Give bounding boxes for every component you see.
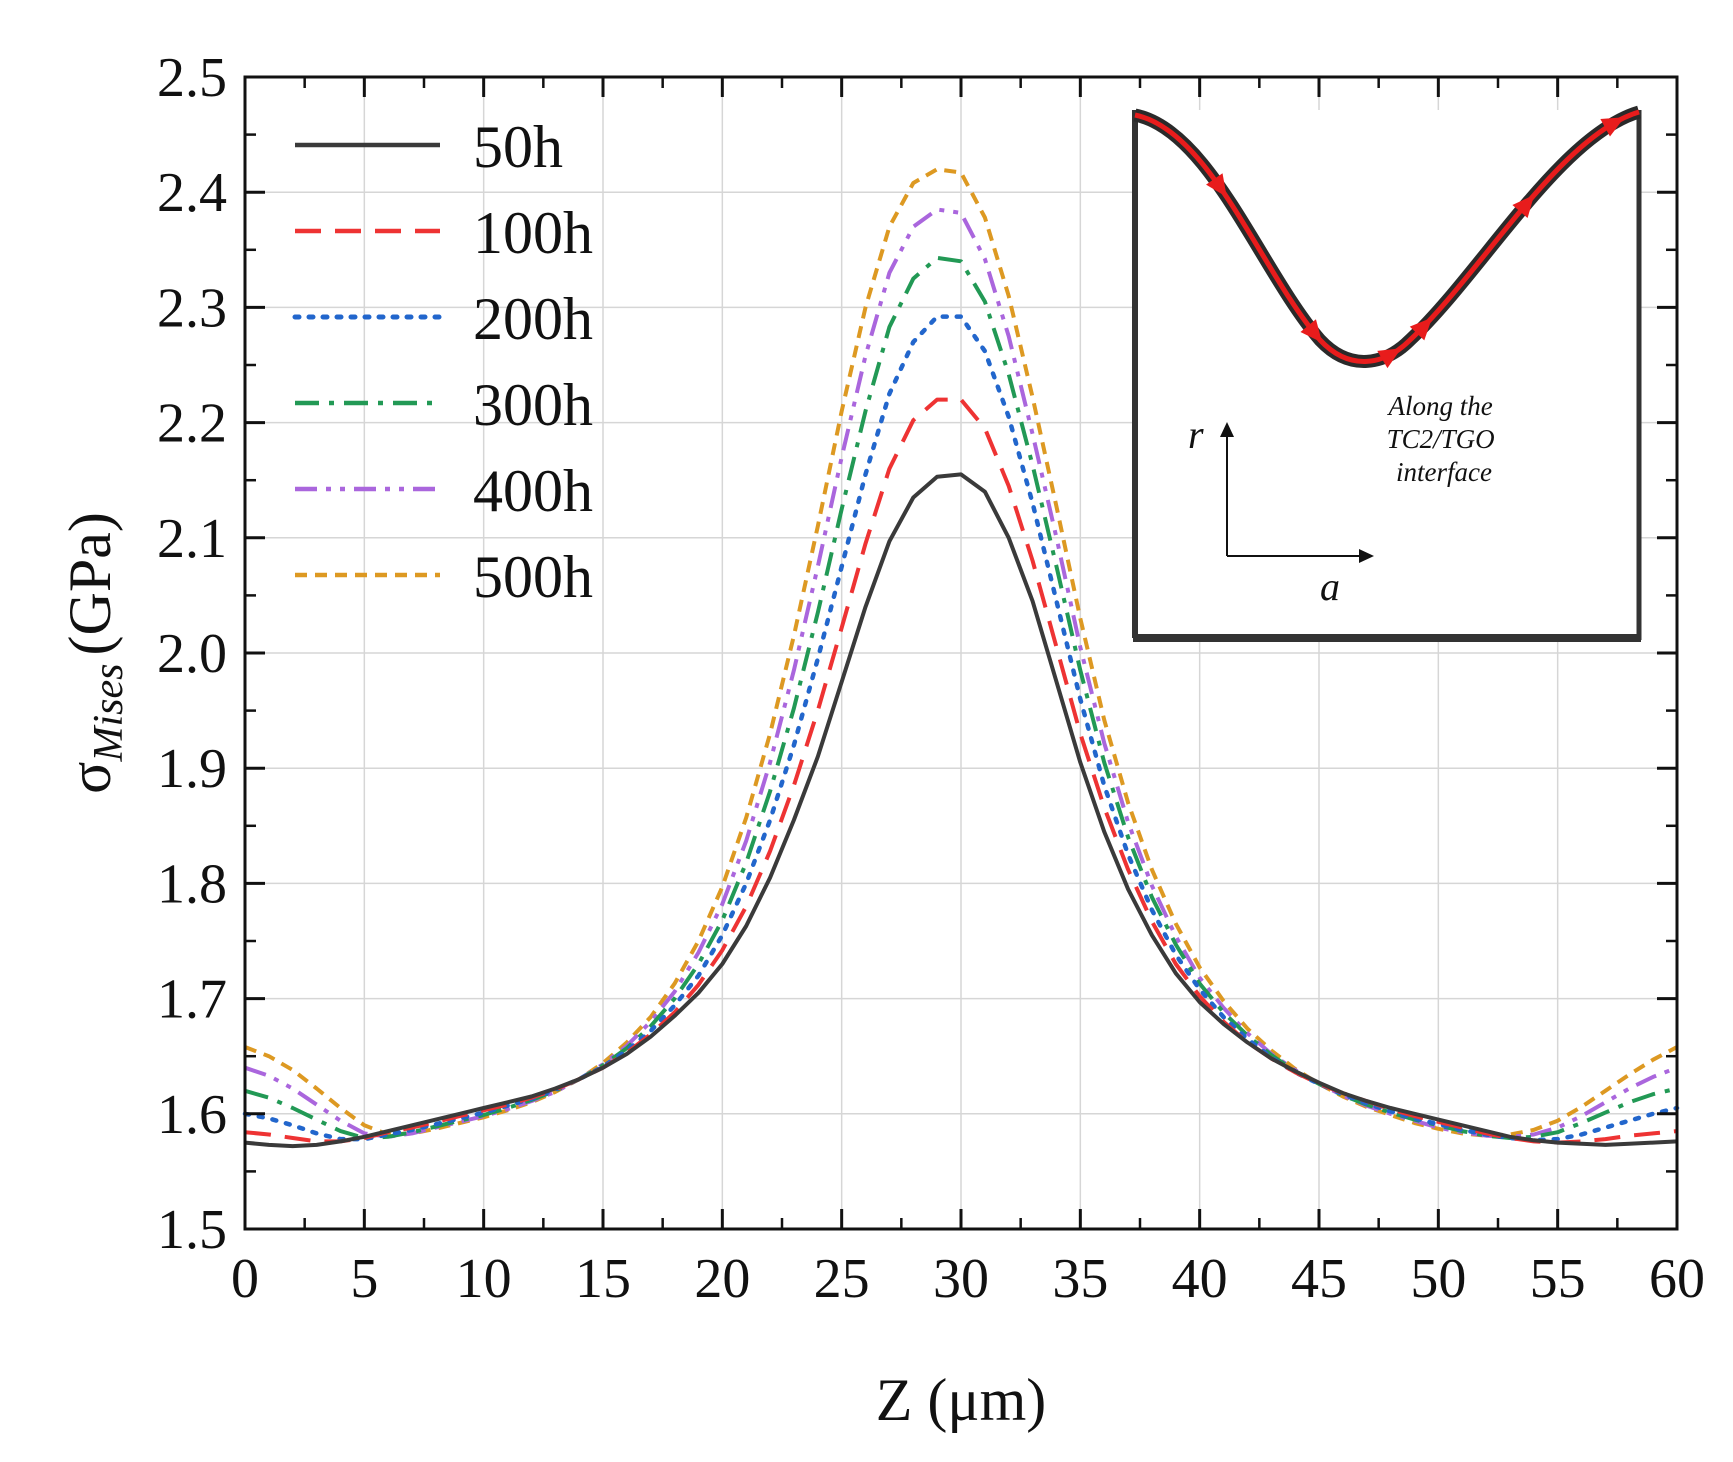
inset-caption-line-3: interface (1396, 457, 1492, 487)
legend-label-100h: 100h (473, 200, 593, 266)
x-tick-label: 15 (575, 1248, 631, 1310)
inset-arrowhead (1600, 117, 1625, 137)
inset-caption: Along the TC2/TGO interface (1387, 391, 1502, 487)
x-tick-label: 5 (350, 1248, 378, 1310)
y-tick-label: 1.7 (157, 969, 227, 1031)
inset-arrowhead (1409, 317, 1433, 341)
x-tick-label: 25 (814, 1248, 870, 1310)
y-tick-label: 2.2 (157, 393, 227, 455)
legend-label-200h: 200h (473, 286, 593, 352)
x-tick-label: 40 (1172, 1248, 1228, 1310)
inset-diagram: Along the TC2/TGO interface r a (1132, 105, 1642, 642)
inset-arrowhead (1206, 173, 1227, 198)
axis-ticks (243, 75, 1679, 1231)
legend-label-300h: 300h (473, 372, 593, 438)
x-axis-label: Z (μm) (876, 1367, 1046, 1433)
inset-arrowhead (1512, 194, 1535, 219)
y-tick-label: 2.1 (157, 508, 227, 570)
inset-caption-line-2: TC2/TGO (1387, 424, 1495, 454)
legend-label-500h: 500h (473, 544, 593, 610)
series-line-50h (244, 472, 1678, 1149)
x-tick-label: 45 (1291, 1248, 1347, 1310)
y-tick-label: 2.3 (157, 277, 227, 339)
x-tick-label: 55 (1530, 1248, 1586, 1310)
x-tick-label: 20 (694, 1248, 750, 1310)
y-tick-labels: 1.5 1.6 1.7 1.8 1.9 2.0 2.1 2.2 2.3 2.4 2.5 (157, 47, 227, 1261)
series-line-200h (242, 314, 1680, 1143)
legend: 50h 100h 200h 300h 400h 500h (292, 114, 593, 610)
y-axis-label-unit: (GPa) (57, 512, 123, 655)
inset-a-label: a (1320, 564, 1340, 609)
y-tick-label: 2.4 (157, 162, 227, 224)
x-tick-label: 50 (1410, 1248, 1466, 1310)
y-tick-label: 2.0 (157, 623, 227, 685)
y-tick-label: 1.8 (157, 853, 227, 915)
inset-direction-arrows (1206, 117, 1625, 369)
y-tick-label: 1.5 (157, 1199, 227, 1261)
x-tick-label: 0 (231, 1248, 259, 1310)
data-series (242, 167, 1680, 1149)
inset-background (1133, 110, 1641, 638)
legend-label-50h: 50h (473, 114, 563, 180)
series-line-300h (244, 255, 1678, 1140)
legend-label-400h: 400h (473, 458, 593, 524)
series-line-500h (244, 167, 1678, 1138)
inset-caption-line-1: Along the (1387, 391, 1493, 421)
inset-arrowhead (1300, 319, 1323, 343)
x-tick-labels: 0 5 10 15 20 25 30 35 40 45 50 55 60 (231, 1248, 1705, 1310)
inset-a-arrowhead (1359, 549, 1374, 563)
y-axis-label-symbol: σ (57, 761, 123, 793)
y-axis-label: σMises (GPa) (57, 512, 132, 794)
series-line-100h (244, 397, 1678, 1145)
inset-arrowhead (1377, 348, 1402, 369)
x-tick-label: 35 (1052, 1248, 1108, 1310)
inset-r-label: r (1188, 412, 1204, 457)
x-tick-label: 30 (933, 1248, 989, 1310)
y-axis-label-subscript: Mises (86, 663, 132, 762)
y-tick-label: 1.9 (157, 738, 227, 800)
y-tick-label: 2.5 (157, 47, 227, 109)
x-tick-label: 60 (1649, 1248, 1705, 1310)
inset-r-arrowhead (1220, 422, 1234, 437)
y-tick-label: 1.6 (157, 1084, 227, 1146)
x-tick-label: 10 (456, 1248, 512, 1310)
